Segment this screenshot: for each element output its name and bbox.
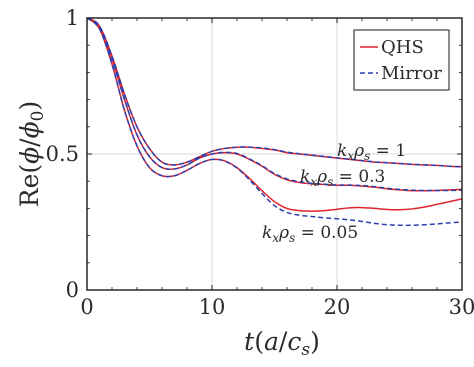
- svg-text:kxρs = 1: kxρs = 1: [337, 141, 406, 163]
- annotation-k03: kxρs = 0.3: [300, 167, 385, 189]
- y-tick-label: 0.5: [46, 142, 79, 166]
- x-tick-label: 10: [199, 295, 226, 319]
- svg-text:t(a/cs): t(a/cs): [244, 327, 320, 360]
- x-axis-title: t(a/cs): [244, 327, 320, 360]
- legend-label-qhs: QHS: [381, 37, 424, 58]
- legend: QHS Mirror: [353, 29, 450, 91]
- axis-ticks: [86, 17, 463, 291]
- x-tick-label: 30: [449, 295, 474, 319]
- y-axis-title: Re(ϕ/ϕ0): [15, 101, 48, 208]
- y-tick-label: 1: [66, 6, 79, 30]
- x-tick-label: 20: [324, 295, 351, 319]
- legend-label-mirror: Mirror: [381, 63, 442, 84]
- svg-text:kxρs = 0.05: kxρs = 0.05: [262, 223, 358, 245]
- svg-text:Re(ϕ/ϕ0): Re(ϕ/ϕ0): [15, 101, 48, 208]
- legend-box: [353, 29, 450, 91]
- y-tick-label: 0: [66, 278, 79, 302]
- series-line-mirror-k1: [86, 17, 463, 168]
- annotation-k005: kxρs = 0.05: [262, 223, 358, 245]
- x-tick-label: 0: [80, 295, 93, 319]
- series-lines: [86, 17, 463, 227]
- annotation-k1: kxρs = 1: [337, 141, 406, 163]
- series-line-mirror-k005: [86, 17, 463, 227]
- series-line-mirror-k03: [86, 17, 463, 192]
- svg-text:kxρs = 0.3: kxρs = 0.3: [300, 167, 385, 189]
- tick-labels: 0 10 20 30 0 0.5 1: [46, 6, 474, 319]
